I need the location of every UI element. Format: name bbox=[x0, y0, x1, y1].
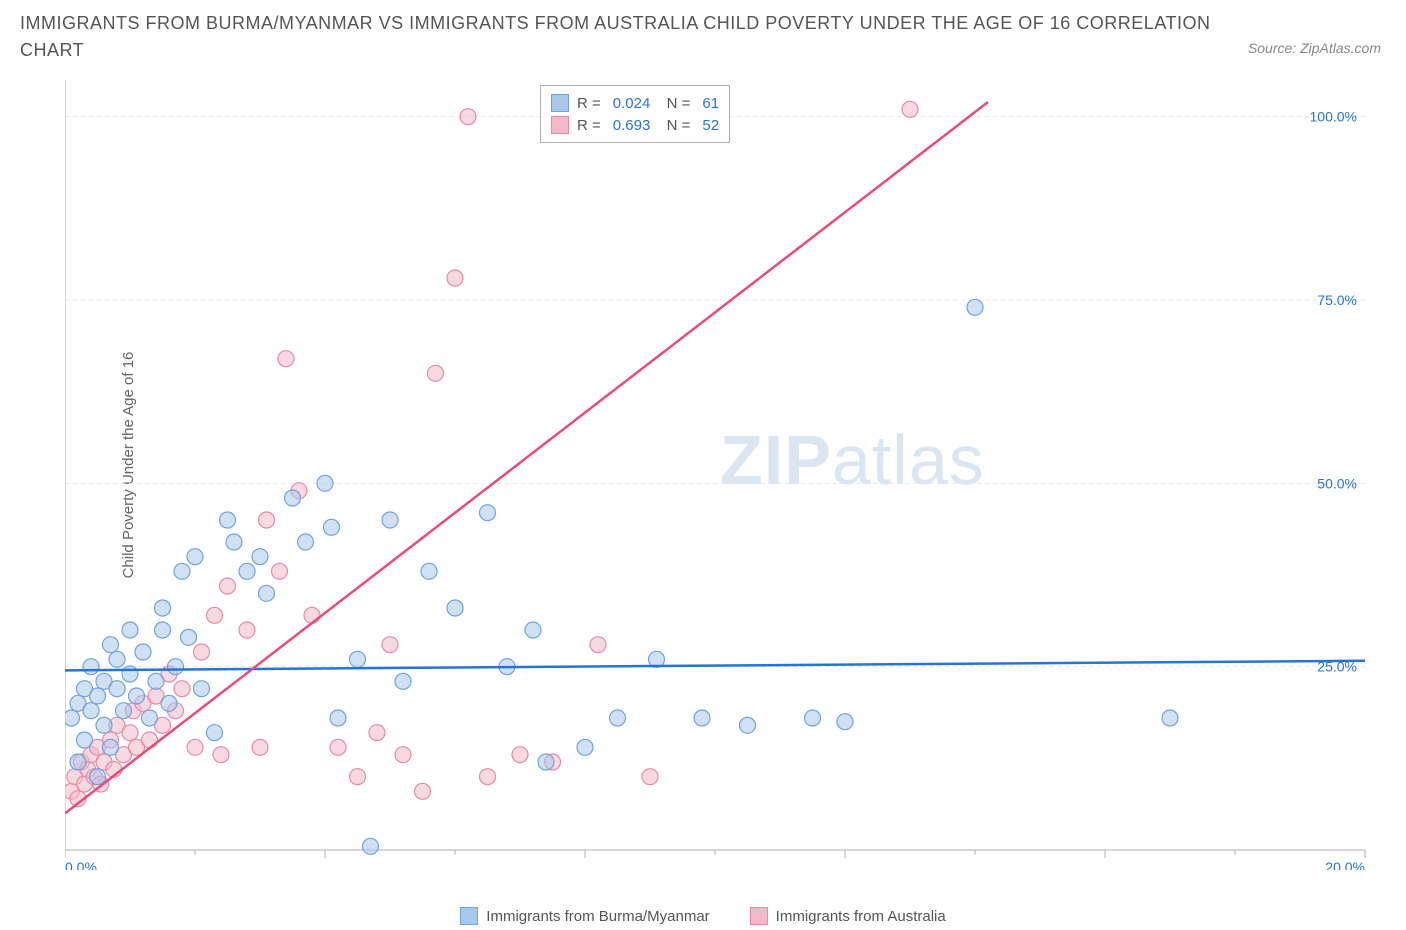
legend-r-label: R = bbox=[577, 117, 601, 134]
x-axis-legend: Immigrants from Burma/Myanmar Immigrants… bbox=[0, 907, 1406, 925]
legend-swatch-pink bbox=[551, 116, 569, 134]
svg-text:100.0%: 100.0% bbox=[1310, 109, 1357, 125]
legend-swatch-pink bbox=[750, 907, 768, 925]
svg-text:20.0%: 20.0% bbox=[1325, 859, 1365, 870]
source-attribution: Source: ZipAtlas.com bbox=[1248, 40, 1381, 56]
svg-text:0.0%: 0.0% bbox=[65, 859, 97, 870]
x-legend-label-2: Immigrants from Australia bbox=[776, 908, 946, 925]
legend-r-label: R = bbox=[577, 95, 601, 112]
legend-n-value-2: 52 bbox=[702, 117, 719, 134]
legend-row-series-1: R = 0.024 N = 61 bbox=[551, 92, 719, 114]
correlation-legend: R = 0.024 N = 61 R = 0.693 N = 52 bbox=[540, 85, 730, 143]
svg-text:75.0%: 75.0% bbox=[1317, 292, 1357, 308]
legend-n-label: N = bbox=[658, 95, 690, 112]
legend-row-series-2: R = 0.693 N = 52 bbox=[551, 114, 719, 136]
scatter-chart-svg: 25.0%50.0%75.0%100.0%0.0%20.0% bbox=[65, 80, 1380, 870]
x-legend-label-1: Immigrants from Burma/Myanmar bbox=[486, 908, 709, 925]
legend-r-value-2: 0.693 bbox=[613, 117, 651, 134]
legend-r-value-1: 0.024 bbox=[613, 95, 651, 112]
legend-swatch-blue bbox=[460, 907, 478, 925]
chart-plot-area: 25.0%50.0%75.0%100.0%0.0%20.0% bbox=[65, 80, 1380, 870]
x-legend-item-2: Immigrants from Australia bbox=[750, 907, 946, 925]
svg-text:50.0%: 50.0% bbox=[1317, 475, 1357, 491]
x-legend-item-1: Immigrants from Burma/Myanmar bbox=[460, 907, 709, 925]
legend-n-value-1: 61 bbox=[702, 95, 719, 112]
legend-n-label: N = bbox=[658, 117, 690, 134]
chart-title: IMMIGRANTS FROM BURMA/MYANMAR VS IMMIGRA… bbox=[20, 10, 1246, 64]
legend-swatch-blue bbox=[551, 94, 569, 112]
